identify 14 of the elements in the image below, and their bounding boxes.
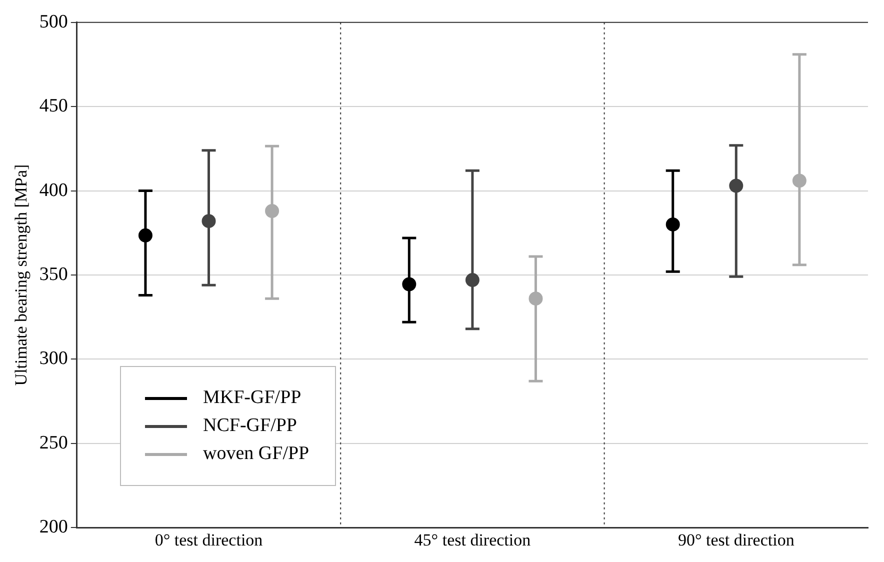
legend-label: woven GF/PP bbox=[203, 443, 310, 465]
y-tick-label: 350 bbox=[39, 264, 68, 285]
y-tick-label: 500 bbox=[39, 11, 68, 32]
legend-label: MKF-GF/PP bbox=[203, 387, 302, 409]
y-axis-title: Ultimate bearing strength [MPa] bbox=[12, 164, 31, 386]
y-tick-label: 400 bbox=[39, 180, 68, 201]
y-tick-label: 200 bbox=[39, 516, 68, 538]
y-tick-label: 300 bbox=[39, 348, 68, 370]
y-tick-label: 450 bbox=[39, 96, 68, 117]
y-tick-label: 250 bbox=[39, 432, 68, 454]
legend-label: NCF-GF/PP bbox=[203, 415, 297, 437]
x-tick-label: 90° test direction bbox=[678, 530, 795, 550]
x-tick-label: 45° test direction bbox=[414, 530, 532, 550]
x-tick-label: 0° test direction bbox=[154, 530, 264, 550]
